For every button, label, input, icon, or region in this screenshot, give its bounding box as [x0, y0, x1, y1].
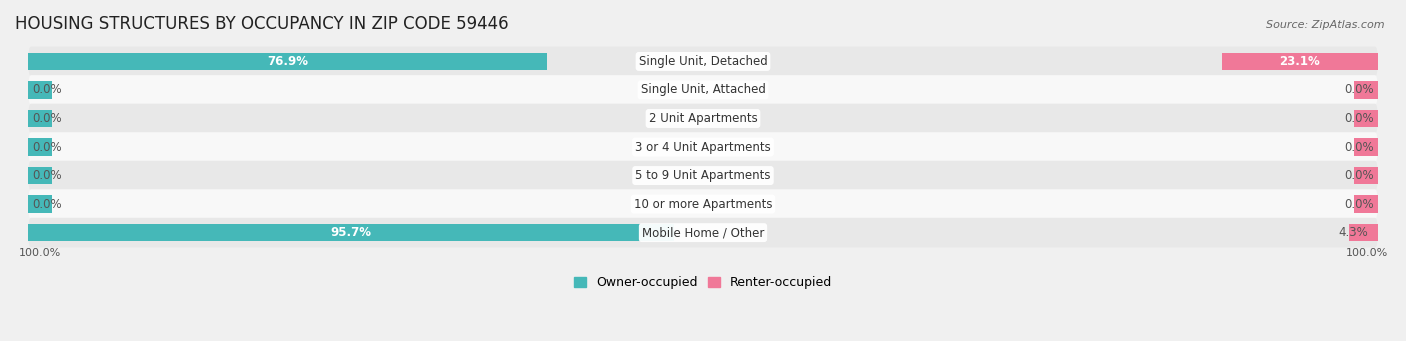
Bar — [28, 224, 673, 241]
FancyBboxPatch shape — [28, 75, 1378, 105]
Text: 0.0%: 0.0% — [1344, 169, 1374, 182]
Bar — [1354, 138, 1378, 156]
FancyBboxPatch shape — [28, 104, 1378, 133]
Text: 0.0%: 0.0% — [32, 169, 62, 182]
Text: 5 to 9 Unit Apartments: 5 to 9 Unit Apartments — [636, 169, 770, 182]
Text: 95.7%: 95.7% — [330, 226, 371, 239]
Text: 100.0%: 100.0% — [1346, 248, 1388, 258]
Text: Source: ZipAtlas.com: Source: ZipAtlas.com — [1267, 20, 1385, 30]
Text: 0.0%: 0.0% — [1344, 197, 1374, 211]
Text: HOUSING STRUCTURES BY OCCUPANCY IN ZIP CODE 59446: HOUSING STRUCTURES BY OCCUPANCY IN ZIP C… — [15, 15, 509, 33]
Text: 10 or more Apartments: 10 or more Apartments — [634, 197, 772, 211]
Bar — [1354, 167, 1378, 184]
Text: 0.0%: 0.0% — [1344, 112, 1374, 125]
FancyBboxPatch shape — [28, 189, 1378, 219]
Bar — [28, 110, 52, 127]
FancyBboxPatch shape — [28, 161, 1378, 190]
Text: 0.0%: 0.0% — [1344, 140, 1374, 153]
FancyBboxPatch shape — [28, 47, 1378, 76]
Bar — [28, 81, 52, 99]
Text: 3 or 4 Unit Apartments: 3 or 4 Unit Apartments — [636, 140, 770, 153]
Bar — [28, 195, 52, 213]
Text: 76.9%: 76.9% — [267, 55, 308, 68]
Text: 0.0%: 0.0% — [32, 197, 62, 211]
Bar — [1222, 53, 1378, 70]
Text: Single Unit, Attached: Single Unit, Attached — [641, 84, 765, 97]
Text: 0.0%: 0.0% — [32, 112, 62, 125]
Text: Mobile Home / Other: Mobile Home / Other — [641, 226, 765, 239]
Bar — [1348, 224, 1378, 241]
Text: 23.1%: 23.1% — [1279, 55, 1320, 68]
Text: 100.0%: 100.0% — [18, 248, 60, 258]
Text: 0.0%: 0.0% — [1344, 84, 1374, 97]
Text: 0.0%: 0.0% — [32, 140, 62, 153]
FancyBboxPatch shape — [28, 132, 1378, 162]
Text: 0.0%: 0.0% — [32, 84, 62, 97]
Bar — [28, 138, 52, 156]
Bar — [1354, 195, 1378, 213]
Bar — [28, 53, 547, 70]
Legend: Owner-occupied, Renter-occupied: Owner-occupied, Renter-occupied — [568, 271, 838, 294]
FancyBboxPatch shape — [28, 218, 1378, 248]
Bar — [1354, 110, 1378, 127]
Bar — [28, 167, 52, 184]
Text: Single Unit, Detached: Single Unit, Detached — [638, 55, 768, 68]
Text: 4.3%: 4.3% — [1339, 226, 1368, 239]
Text: 2 Unit Apartments: 2 Unit Apartments — [648, 112, 758, 125]
Bar — [1354, 81, 1378, 99]
